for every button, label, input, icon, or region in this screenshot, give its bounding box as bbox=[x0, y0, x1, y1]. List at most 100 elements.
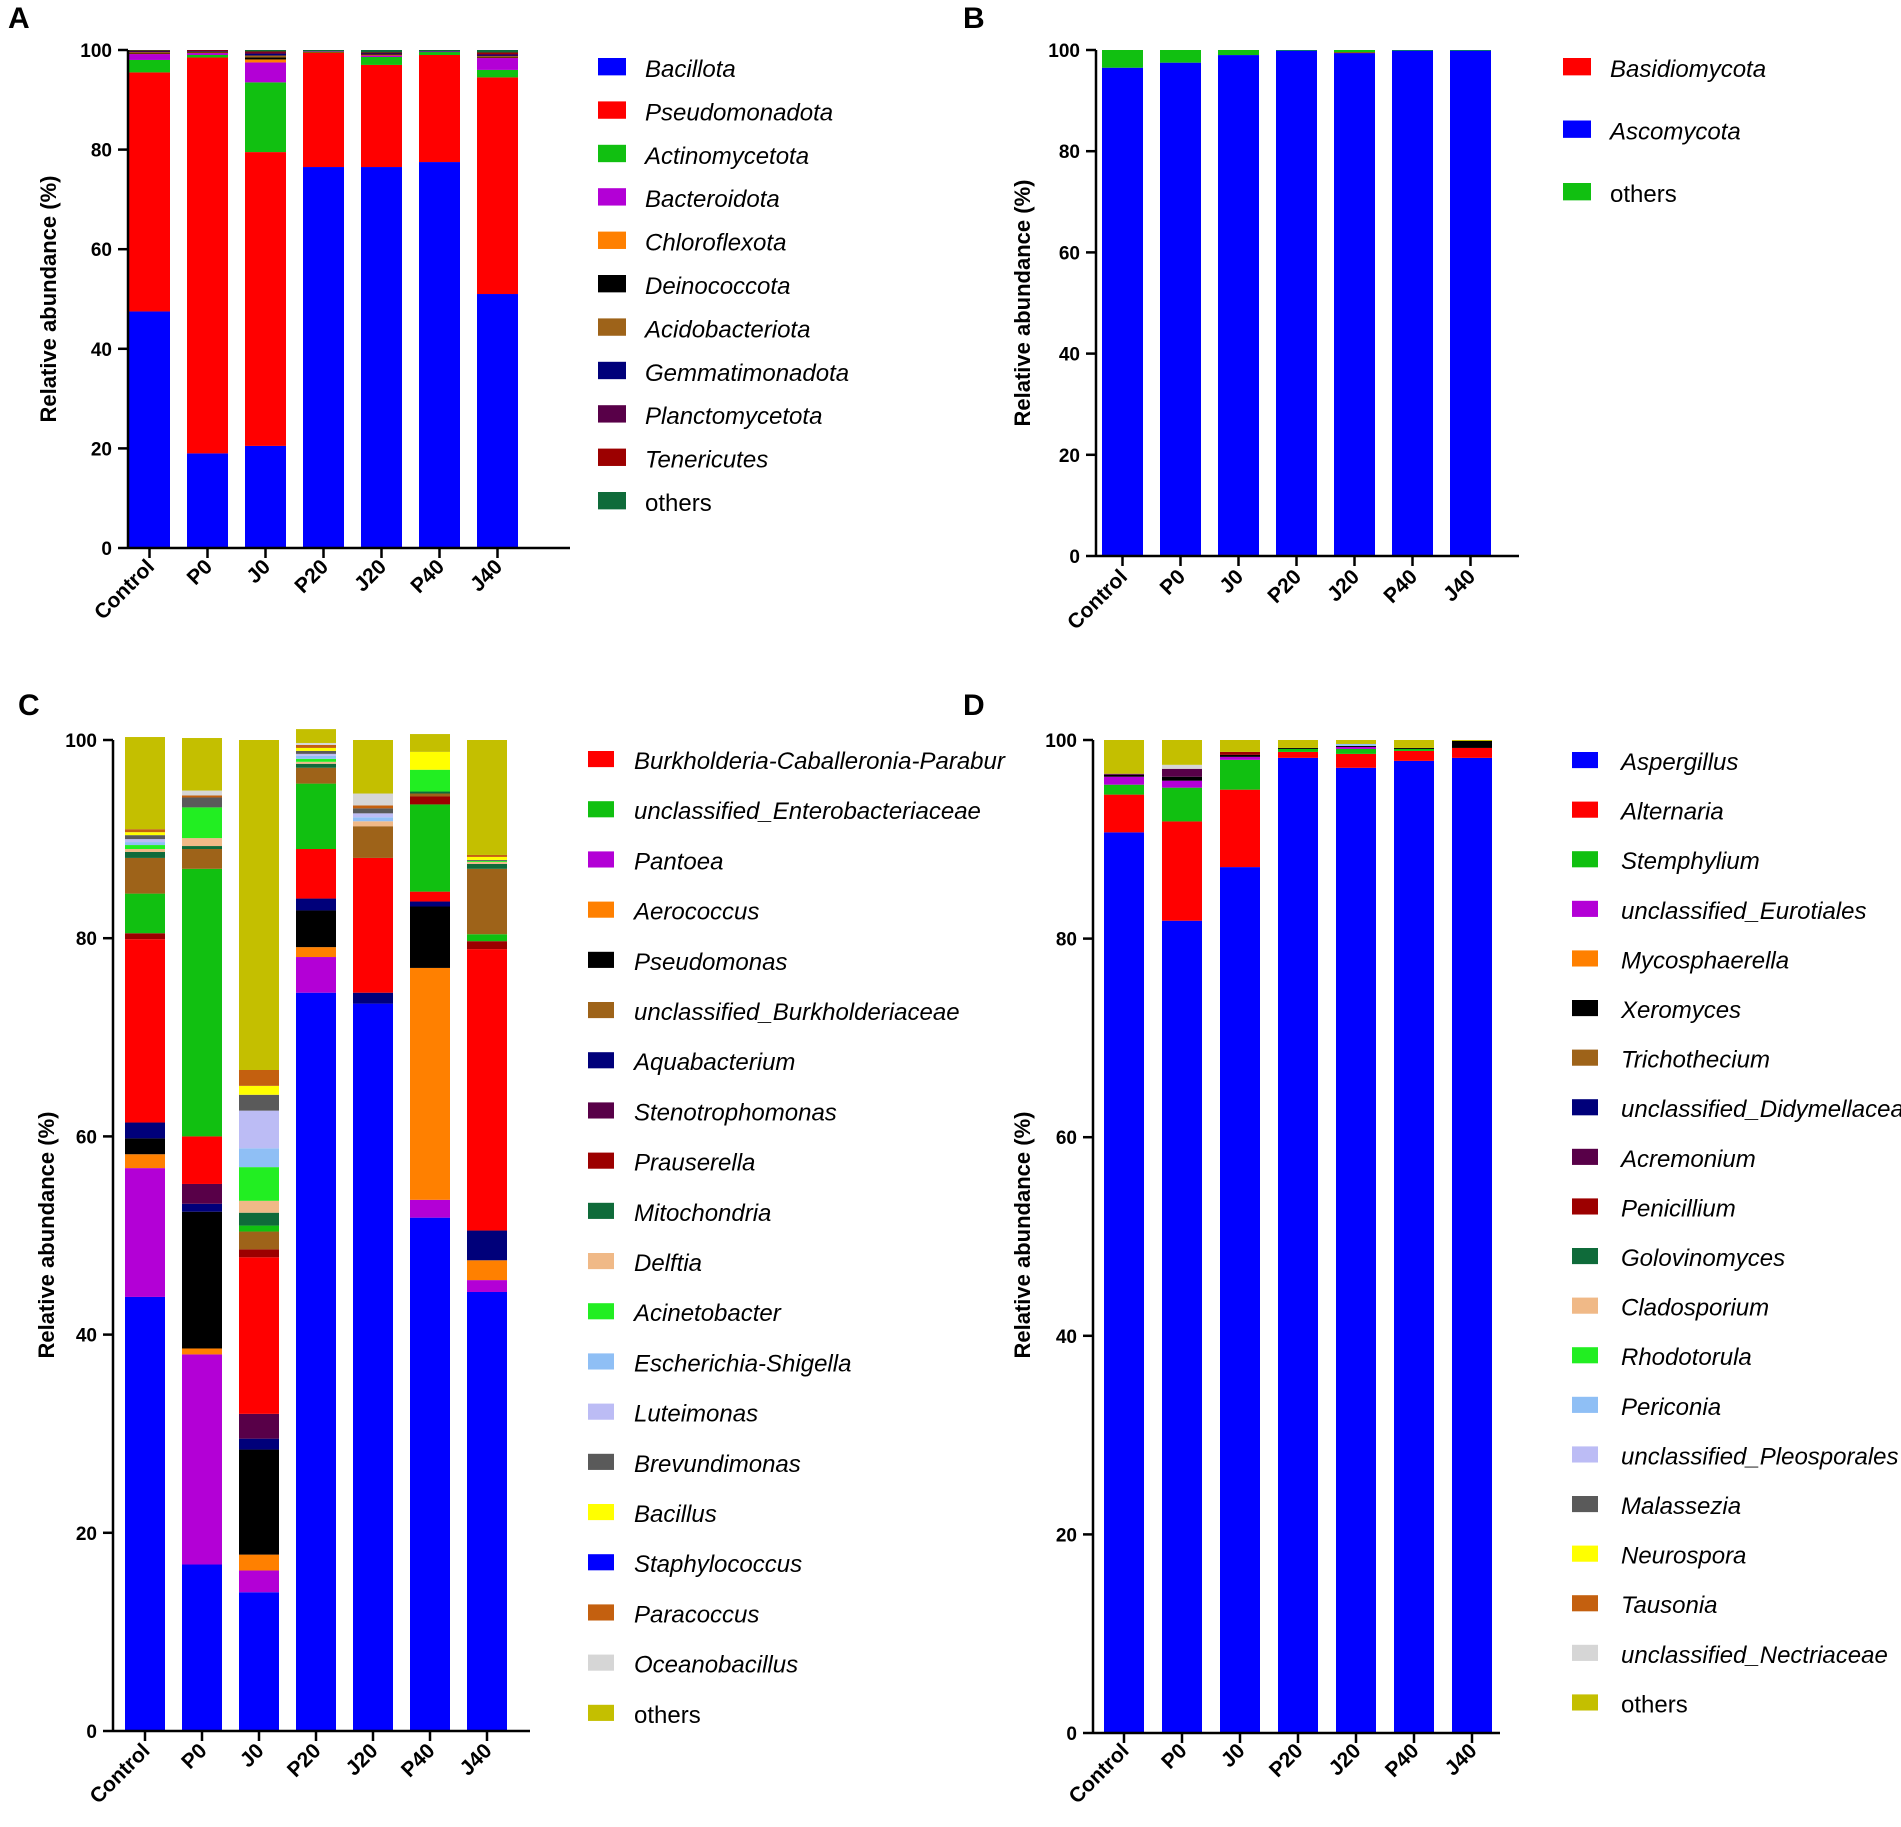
x-tick-label-j40: J40 bbox=[1439, 565, 1480, 606]
legend-label-chloroflexota: Chloroflexota bbox=[645, 230, 786, 257]
bar-segment-unclassified-enterobacteriaceae-j0 bbox=[239, 1225, 279, 1232]
legend-swatch bbox=[1572, 851, 1598, 868]
legend-item: Stenotrophomonas bbox=[588, 1099, 837, 1126]
legend-label-unclassified-eurotiales: unclassified_Eurotiales bbox=[1621, 898, 1866, 925]
bar-segment-unclassified-eurotiales-j20 bbox=[1336, 746, 1376, 749]
bar-segment-paracoccus-control bbox=[125, 829, 165, 833]
legend-swatch bbox=[1572, 1297, 1598, 1314]
bar-segment-actinomycetota-p40 bbox=[419, 51, 460, 55]
bar-segment-ascomycota-j20 bbox=[1334, 53, 1375, 556]
bar-segment-aquabacterium-j20 bbox=[353, 992, 393, 1004]
y-tick-label-60: 60 bbox=[1059, 243, 1080, 264]
bar-segment-acinetobacter-j0 bbox=[239, 1167, 279, 1201]
y-tick-label-60: 60 bbox=[76, 1127, 97, 1148]
bar-segment-others-j40 bbox=[467, 740, 507, 855]
bar-segment-burkholderia-caballeronia-paraburkholderia-p20 bbox=[296, 849, 336, 899]
legend-swatch bbox=[1572, 1396, 1598, 1413]
legend-item: unclassified_Didymellaceae bbox=[1572, 1096, 1901, 1123]
bar-segment-planctomycetota-control bbox=[129, 50, 170, 52]
bar-segment-unclassified-burkholderiaceae-j0 bbox=[239, 1231, 279, 1250]
legend-swatch bbox=[598, 101, 626, 119]
bar-segment-delftia-p20 bbox=[296, 761, 336, 764]
y-tick-label-80: 80 bbox=[1056, 930, 1077, 951]
y-tick-label-100: 100 bbox=[1048, 41, 1080, 62]
y-tick-label-20: 20 bbox=[1056, 1525, 1077, 1546]
bar-segment-oceanobacillus-j20 bbox=[353, 793, 393, 806]
bar-segment-burkholderia-caballeronia-paraburkholderia-p0 bbox=[182, 1136, 222, 1184]
bar-segment-deinococcota-control bbox=[129, 52, 170, 54]
bar-segment-gemmatimonadota-j40 bbox=[477, 55, 518, 57]
legend-swatch bbox=[588, 1654, 614, 1671]
bar-segment-deinococcota-p0 bbox=[187, 51, 228, 53]
bar-segment-escherichia-shigella-p20 bbox=[296, 755, 336, 759]
y-tick-label-80: 80 bbox=[91, 141, 112, 162]
x-tick-label-p20: P20 bbox=[283, 1739, 326, 1782]
legend-swatch bbox=[1563, 120, 1591, 138]
chart-panel-b: B 0 20 40 60 80 100 Control P0 J0 P20 J20 P40 J40 Rela… bbox=[963, 2, 1766, 634]
bar-segment-escherichia-shigella-j20 bbox=[353, 817, 393, 822]
legend-label-trichothecium: Trichothecium bbox=[1621, 1047, 1770, 1074]
legend-swatch bbox=[588, 1002, 614, 1019]
bar-segment-aquabacterium-j0 bbox=[239, 1438, 279, 1450]
bar-segment-luteimonas-j0 bbox=[239, 1110, 279, 1149]
legend-item: Cladosporium bbox=[1572, 1295, 1769, 1322]
bar-segment-unclassified-nectriaceae-p0 bbox=[1162, 764, 1202, 769]
bar-segment-delftia-j40 bbox=[467, 861, 507, 864]
x-tick-label-j0: J0 bbox=[1217, 1739, 1250, 1772]
bar-segment-pantoea-p0 bbox=[182, 1354, 222, 1565]
bar-segment-paracoccus-j20 bbox=[353, 805, 393, 809]
x-tick-label-p40: P40 bbox=[1379, 565, 1422, 608]
bar-segment-planctomycetota-p0 bbox=[187, 50, 228, 52]
bar-segment-burkholderia-caballeronia-paraburkholderia-j0 bbox=[239, 1257, 279, 1414]
legend-item: Tausonia bbox=[1572, 1592, 1718, 1619]
legend: Basidiomycota Ascomycota others bbox=[1563, 56, 1766, 208]
bar-segment-chloroflexota-control bbox=[129, 53, 170, 55]
y-tick-label-20: 20 bbox=[76, 1524, 97, 1545]
legend-swatch bbox=[588, 1202, 614, 1219]
legend-item: Trichothecium bbox=[1572, 1047, 1770, 1074]
legend-item: Rhodotorula bbox=[1572, 1344, 1752, 1371]
bar-segment-aerococcus-j40 bbox=[467, 1260, 507, 1281]
bar-segment-gemmatimonadota-p0 bbox=[187, 50, 228, 52]
legend-item: Delftia bbox=[588, 1250, 702, 1277]
bar-segment-ascomycota-j0 bbox=[1218, 55, 1259, 557]
panel-letter: B bbox=[963, 2, 985, 35]
legend-swatch bbox=[598, 275, 626, 293]
bar-segment-burkholderia-caballeronia-paraburkholderia-p40 bbox=[410, 891, 450, 902]
legend-swatch bbox=[598, 448, 626, 466]
legend-item: Deinococcota bbox=[598, 273, 790, 300]
x-tick-label-j40: J40 bbox=[455, 1739, 496, 1780]
bar-segment-delftia-control bbox=[125, 849, 165, 852]
bar-segment-pseudomonadota-j40 bbox=[477, 77, 518, 295]
bar-segment-bacillota-j20 bbox=[361, 167, 402, 548]
bar-segment-basidiomycota-j20 bbox=[1334, 52, 1375, 54]
x-tick-label-control: Control bbox=[90, 555, 159, 624]
bar-segment-unclassified-burkholderiaceae-j40 bbox=[467, 868, 507, 935]
bar-segment-aquabacterium-p0 bbox=[182, 1203, 222, 1212]
legend-item: Bacillota bbox=[598, 56, 736, 83]
bar-segment-pseudomonadota-p40 bbox=[419, 54, 460, 163]
legend-label-bacteroidota: Bacteroidota bbox=[645, 186, 780, 213]
legend-label-bacillota: Bacillota bbox=[645, 56, 736, 83]
bar-segment-gemmatimonadota-j20 bbox=[361, 53, 402, 55]
bar-segment-unclassified-burkholderiaceae-p20 bbox=[296, 767, 336, 784]
y-tick-label-60: 60 bbox=[1056, 1128, 1077, 1149]
legend-swatch bbox=[598, 144, 626, 163]
legend-item: Malassezia bbox=[1572, 1493, 1741, 1520]
chart-panel-a: A 0 20 40 60 80 100 Control P0 J0 P20 J20 P40 J40 Rela… bbox=[8, 2, 849, 624]
bar-segment-unclassified-burkholderiaceae-p0 bbox=[182, 849, 222, 869]
legend-label-paracoccus: Paracoccus bbox=[634, 1601, 759, 1628]
legend-item: Pseudomonas bbox=[588, 949, 787, 976]
legend-label-brevundimonas: Brevundimonas bbox=[634, 1451, 801, 1478]
legend-label-delftia: Delftia bbox=[634, 1250, 702, 1277]
bar-segment-burkholderia-caballeronia-paraburkholderia-j40 bbox=[467, 949, 507, 1231]
bar-segment-unclassified-eurotiales-p0 bbox=[1162, 780, 1202, 788]
chart-panel-d: D 0 20 40 60 80 100 Control P0 J0 P20 J20 P40 J40 Rela… bbox=[963, 689, 1901, 1808]
bar-segment-bacillus-p20 bbox=[296, 747, 336, 751]
bar-segment-unclassified-burkholderiaceae-p40 bbox=[410, 793, 450, 797]
legend-swatch bbox=[588, 1353, 614, 1370]
legend-item: unclassified_Enterobacteriaceae bbox=[588, 798, 981, 825]
bar-segment-others-p0 bbox=[182, 738, 222, 791]
legend-swatch bbox=[598, 361, 626, 380]
bar-segment-tenericutes-j40 bbox=[477, 52, 518, 54]
